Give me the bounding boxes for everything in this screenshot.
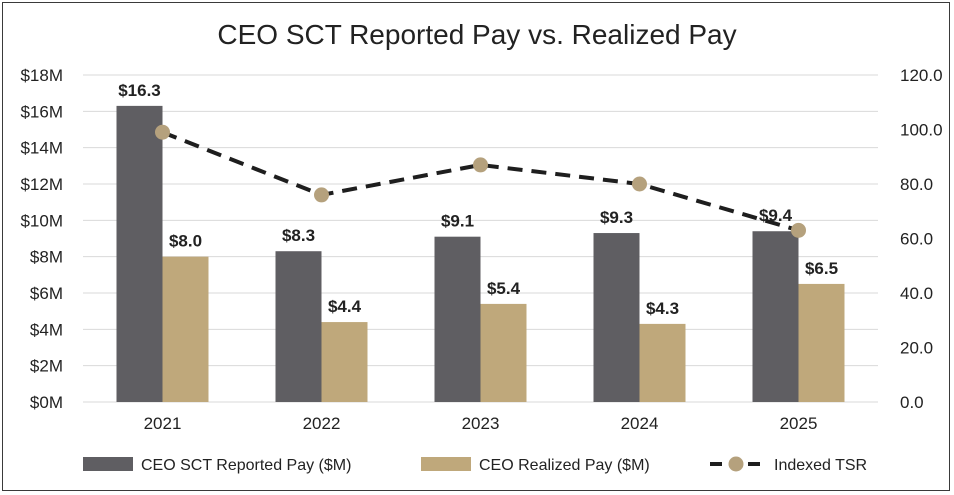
left-tick-label: $6M bbox=[30, 284, 63, 303]
legend-marker bbox=[728, 456, 744, 472]
left-axis: $0M $2M $4M $6M $8M $10M $12M $14M $16M $18M bbox=[20, 66, 63, 412]
x-axis: 2021 2022 2023 2024 2025 bbox=[144, 414, 818, 433]
right-tick-label: 20.0 bbox=[900, 339, 933, 358]
tsr-marker bbox=[314, 187, 329, 203]
reported-pay-label: $9.3 bbox=[600, 208, 633, 227]
realized-pay-label: $8.0 bbox=[169, 232, 202, 251]
reported-pay-bar bbox=[752, 231, 799, 402]
tsr-marker bbox=[473, 157, 488, 173]
legend-swatch bbox=[421, 457, 471, 471]
legend-label: Indexed TSR bbox=[774, 457, 867, 474]
realized-pay-bar bbox=[639, 323, 686, 402]
tsr-line-path bbox=[161, 130, 800, 233]
tsr-marker bbox=[791, 222, 806, 238]
gridlines bbox=[83, 74, 878, 403]
left-tick-label: $0M bbox=[30, 393, 63, 412]
realized-pay-label: $4.3 bbox=[646, 299, 679, 318]
left-tick-label: $14M bbox=[20, 139, 63, 158]
right-tick-label: 100.0 bbox=[900, 121, 943, 140]
legend: CEO SCT Reported Pay ($M) CEO Realized Pa… bbox=[83, 456, 867, 474]
left-tick-label: $12M bbox=[20, 175, 63, 194]
left-tick-label: $10M bbox=[20, 211, 63, 230]
right-axis: 0.0 20.0 40.0 60.0 80.0 100.0 120.0 bbox=[900, 66, 943, 412]
left-tick-label: $8M bbox=[30, 248, 63, 267]
right-tick-label: 80.0 bbox=[900, 175, 933, 194]
reported-pay-bar bbox=[593, 233, 640, 402]
legend-swatch bbox=[83, 457, 133, 471]
realized-pay-label: $4.4 bbox=[328, 297, 362, 316]
data-labels: $16.3 $8.0 $8.3 $4.4 $9.1 $5.4 $9.3 $4.3 $9.4 $6.… bbox=[118, 81, 838, 318]
realized-pay-bar bbox=[321, 322, 368, 402]
realized-pay-label: $6.5 bbox=[805, 259, 838, 278]
right-tick-label: 60.0 bbox=[900, 230, 933, 249]
reported-pay-bar bbox=[116, 105, 163, 402]
legend-label: CEO SCT Reported Pay ($M) bbox=[141, 457, 351, 474]
tsr-line bbox=[155, 124, 806, 238]
left-tick-label: $2M bbox=[30, 357, 63, 376]
reported-pay-label: $9.4 bbox=[759, 206, 793, 225]
left-tick-label: $18M bbox=[20, 66, 63, 85]
reported-pay-label: $9.1 bbox=[441, 212, 474, 231]
reported-pay-bar bbox=[434, 236, 481, 402]
x-tick-label: 2023 bbox=[462, 414, 500, 433]
reported-pay-label: $8.3 bbox=[282, 226, 315, 245]
x-tick-label: 2022 bbox=[303, 414, 341, 433]
legend-label: CEO Realized Pay ($M) bbox=[479, 457, 650, 474]
x-tick-label: 2024 bbox=[621, 414, 659, 433]
realized-pay-bar bbox=[798, 283, 845, 402]
reported-pay-bar bbox=[275, 251, 322, 402]
reported-pay-label: $16.3 bbox=[118, 81, 161, 100]
realized-pay-bar bbox=[162, 256, 209, 402]
x-tick-label: 2021 bbox=[144, 414, 182, 433]
right-tick-label: 40.0 bbox=[900, 284, 933, 303]
tsr-marker bbox=[155, 124, 170, 140]
right-tick-label: 120.0 bbox=[900, 66, 943, 85]
tsr-marker bbox=[632, 176, 647, 192]
realized-pay-label: $5.4 bbox=[487, 279, 521, 298]
right-tick-label: 0.0 bbox=[900, 393, 924, 412]
left-tick-label: $4M bbox=[30, 320, 63, 339]
bars bbox=[116, 105, 845, 402]
left-tick-label: $16M bbox=[20, 102, 63, 121]
realized-pay-bar bbox=[480, 303, 527, 402]
x-tick-label: 2025 bbox=[780, 414, 818, 433]
chart-title: CEO SCT Reported Pay vs. Realized Pay bbox=[217, 19, 736, 50]
